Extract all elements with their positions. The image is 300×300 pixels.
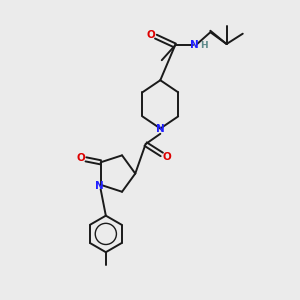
Text: H: H (200, 41, 208, 50)
Text: N: N (156, 124, 165, 134)
Text: O: O (76, 153, 85, 163)
Text: N: N (95, 181, 103, 191)
Text: O: O (163, 152, 172, 162)
Text: N: N (190, 40, 199, 50)
Text: O: O (146, 30, 155, 40)
